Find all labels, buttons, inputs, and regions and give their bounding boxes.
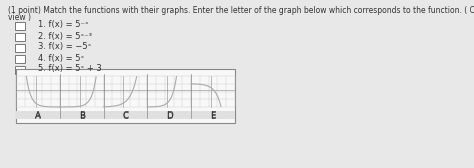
Text: B: B [79, 112, 85, 121]
Text: D: D [166, 111, 173, 119]
FancyBboxPatch shape [60, 111, 104, 119]
Text: (1 point) Match the functions with their graphs. Enter the letter of the graph b: (1 point) Match the functions with their… [8, 6, 474, 15]
Text: 4. f(x) = 5ˣ: 4. f(x) = 5ˣ [38, 53, 84, 62]
FancyBboxPatch shape [104, 111, 147, 119]
Text: C: C [123, 112, 128, 121]
Text: E: E [210, 111, 216, 119]
FancyBboxPatch shape [15, 33, 25, 41]
FancyBboxPatch shape [15, 66, 25, 74]
Text: view ): view ) [8, 13, 31, 22]
Text: 2. f(x) = 5ˣ⁻³: 2. f(x) = 5ˣ⁻³ [38, 32, 92, 40]
FancyBboxPatch shape [191, 111, 235, 119]
FancyBboxPatch shape [15, 44, 25, 52]
Text: 5. f(x) = 5ˣ + 3: 5. f(x) = 5ˣ + 3 [38, 65, 102, 74]
Text: C: C [122, 111, 128, 119]
FancyBboxPatch shape [16, 111, 60, 119]
Text: B: B [79, 111, 85, 119]
Text: E: E [210, 112, 216, 121]
Text: 3. f(x) = −5ˣ: 3. f(x) = −5ˣ [38, 43, 91, 52]
FancyBboxPatch shape [16, 69, 235, 123]
FancyBboxPatch shape [15, 55, 25, 63]
Text: 1. f(x) = 5⁻ˣ: 1. f(x) = 5⁻ˣ [38, 20, 89, 30]
FancyBboxPatch shape [15, 22, 25, 30]
FancyBboxPatch shape [147, 111, 191, 119]
Text: D: D [166, 112, 173, 121]
Text: A: A [35, 111, 41, 119]
Text: A: A [35, 112, 41, 121]
